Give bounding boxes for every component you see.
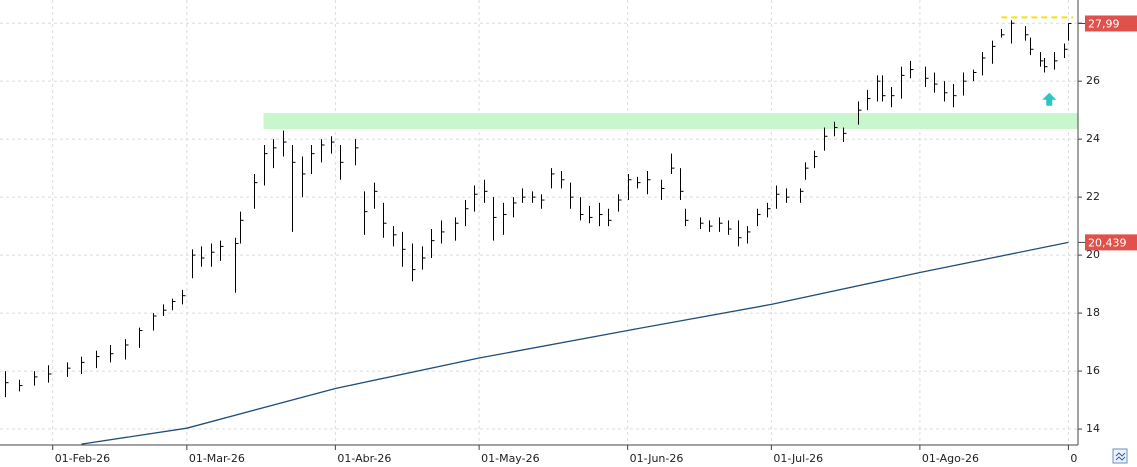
y-tick-label: 26 <box>1086 74 1100 87</box>
x-tick-label: 01-Ago-26 <box>922 452 979 465</box>
x-tick-label: 01-Feb-26 <box>55 452 110 465</box>
x-tick-label: 01-Sep-26 <box>1070 452 1127 465</box>
y-tick-label: 16 <box>1086 364 1100 377</box>
y-tick-label: 22 <box>1086 190 1100 203</box>
price-label-box <box>1085 234 1137 251</box>
axes: 14 16 18 20 22 24 26 27,99 20,439 <box>1078 15 1137 435</box>
arrow <box>1042 92 1057 106</box>
moving-average-line <box>81 241 1069 445</box>
y-tick-label: 24 <box>1086 132 1100 145</box>
x-tick-label: 01-Abr-26 <box>337 452 391 465</box>
x-tick-label: 01-May-26 <box>481 452 539 465</box>
scroll-button[interactable] <box>1112 448 1128 464</box>
price-label: 20,439 <box>1088 236 1127 249</box>
price-label-box <box>1085 15 1137 32</box>
y-tick-label: 20 <box>1086 248 1100 261</box>
scroll-icon <box>1115 452 1126 461</box>
y-tick-label: 18 <box>1086 306 1100 319</box>
x-tick-label: 01-Jun-26 <box>630 452 684 465</box>
resistance-zone <box>263 113 1078 130</box>
price-label: 27,99 <box>1088 17 1120 30</box>
x-tick-label: 01-Jul-26 <box>773 452 823 465</box>
y-tick-label: 14 <box>1086 422 1100 435</box>
x-tick-label: 01-Mar-26 <box>189 452 245 465</box>
